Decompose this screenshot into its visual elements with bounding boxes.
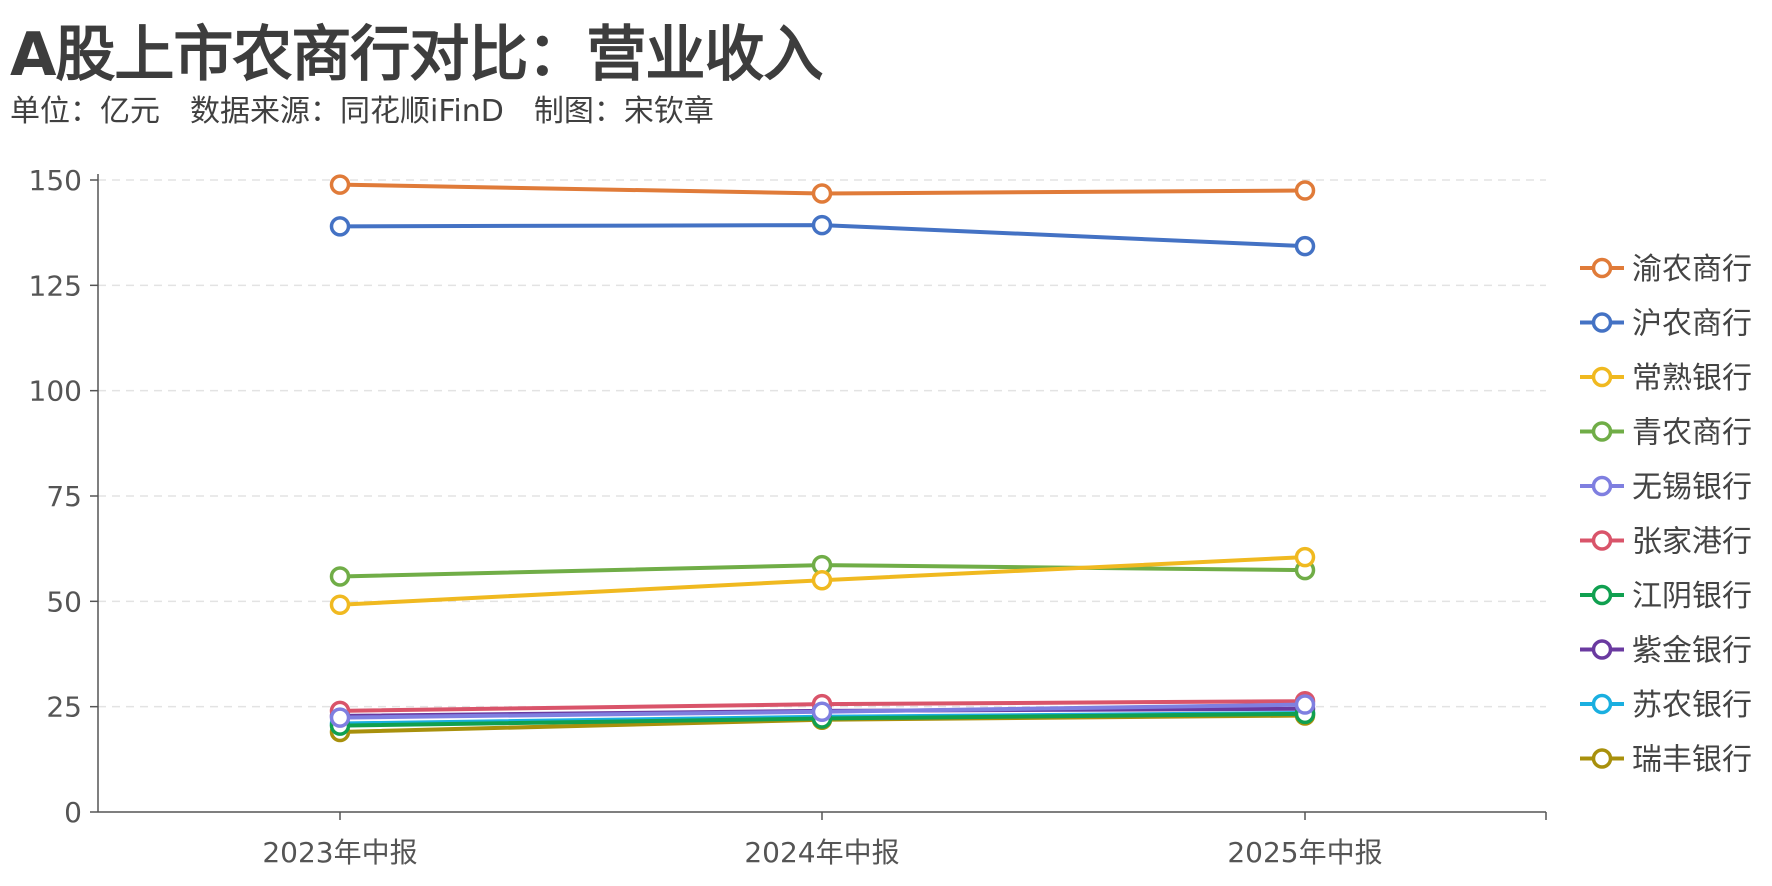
x-tick-label: 2023年中报 xyxy=(262,836,417,869)
legend-item: 苏农银行 xyxy=(1580,688,1752,723)
series-1 xyxy=(329,214,1316,257)
legend-swatch-marker xyxy=(1591,421,1613,442)
y-tick-label: 75 xyxy=(46,480,82,513)
series-4 xyxy=(329,694,1316,728)
y-tick-label: 50 xyxy=(46,585,82,618)
data-point xyxy=(329,216,351,237)
legend-label: 苏农银行 xyxy=(1632,688,1752,723)
data-point xyxy=(329,594,351,615)
legend-label: 无锡银行 xyxy=(1632,470,1752,505)
legend-swatch-marker xyxy=(1591,312,1613,333)
legend-swatch-marker xyxy=(1591,366,1613,388)
legend-item: 紫金银行 xyxy=(1580,634,1752,669)
data-point xyxy=(1294,180,1316,201)
legend-item: 沪农商行 xyxy=(1580,307,1752,342)
data-point xyxy=(329,174,351,195)
series-2 xyxy=(329,546,1316,615)
legend-swatch-marker xyxy=(1591,530,1613,551)
series-lines xyxy=(329,174,1316,743)
x-tick-label: 2025年中报 xyxy=(1227,836,1382,869)
legend-item: 瑞丰银行 xyxy=(1580,743,1752,778)
series-0 xyxy=(329,174,1316,204)
data-point xyxy=(811,701,833,722)
legend-label: 江阴银行 xyxy=(1632,579,1752,614)
legend-swatch-marker xyxy=(1591,584,1613,606)
data-point xyxy=(811,570,833,591)
data-point xyxy=(811,183,833,204)
legend-swatch-marker xyxy=(1591,475,1613,497)
legend-item: 江阴银行 xyxy=(1580,579,1752,614)
legend-swatch-marker xyxy=(1591,639,1613,660)
chart-title: A股上市农商行对比：营业收入 xyxy=(10,20,823,90)
data-point xyxy=(329,566,351,587)
legend-swatch-marker xyxy=(1591,257,1613,279)
legend-item: 渝农商行 xyxy=(1580,252,1752,287)
legend-item: 青农商行 xyxy=(1580,416,1752,451)
legend-label: 紫金银行 xyxy=(1632,634,1752,669)
legend-label: 渝农商行 xyxy=(1632,252,1752,287)
data-point xyxy=(1294,235,1316,257)
data-point xyxy=(1294,546,1316,568)
legend-item: 张家港行 xyxy=(1580,525,1752,560)
axes: 0 25 50 75 100 125 150 2023年中报 2024年中报 2025年中报 xyxy=(29,164,1547,869)
legend-label: 青农商行 xyxy=(1632,416,1752,451)
x-tick-label: 2024年中报 xyxy=(744,836,899,869)
y-tick-label: 150 xyxy=(29,164,82,197)
data-point xyxy=(329,707,351,728)
data-point xyxy=(1294,694,1316,715)
data-point xyxy=(811,214,833,236)
legend-label: 常熟银行 xyxy=(1632,361,1752,396)
y-tick-label: 125 xyxy=(29,269,82,302)
y-tick-label: 100 xyxy=(29,375,82,408)
legend-label: 张家港行 xyxy=(1632,525,1752,560)
grid-lines xyxy=(98,179,1546,708)
legend-label: 瑞丰银行 xyxy=(1632,743,1752,778)
legend-swatch-marker xyxy=(1591,693,1613,715)
legend-swatch-marker xyxy=(1591,748,1613,769)
legend-item: 常熟银行 xyxy=(1580,361,1752,396)
legend-label: 沪农商行 xyxy=(1632,307,1752,342)
chart-subtitle: 单位：亿元 数据来源：同花顺iFinD 制图：宋钦章 xyxy=(10,94,714,129)
y-tick-label: 0 xyxy=(64,796,82,829)
legend-item: 无锡银行 xyxy=(1580,470,1752,505)
y-tick-label: 25 xyxy=(46,691,82,724)
